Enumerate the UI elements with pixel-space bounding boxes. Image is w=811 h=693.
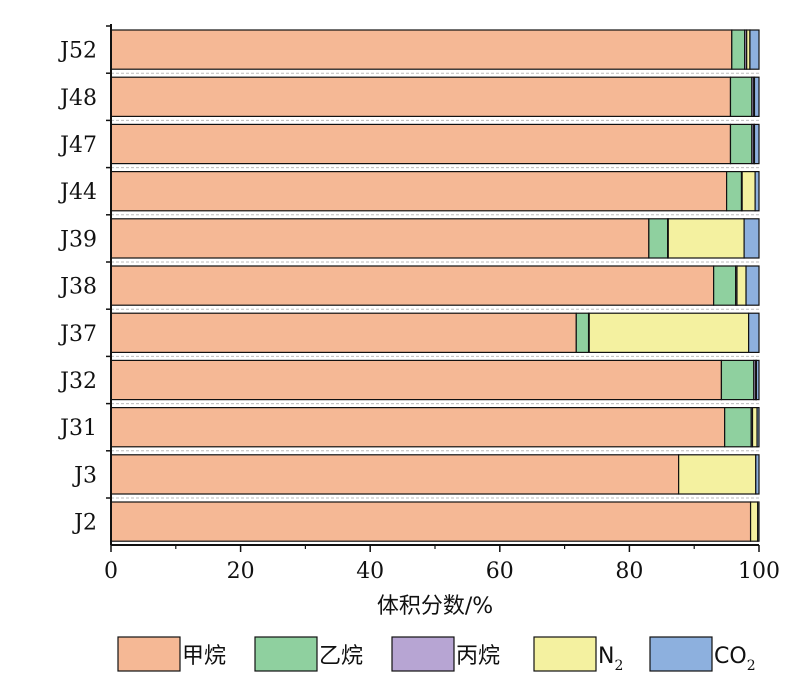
bar-segment-J39-s3 xyxy=(667,218,745,259)
y-tick-label: J39 xyxy=(58,227,97,252)
bar-segment-J47-s0 xyxy=(110,123,732,165)
bar-segment-J44-s4 xyxy=(754,171,760,212)
bar-segment-J47-s4 xyxy=(753,123,760,165)
bar-segment-J39-s4 xyxy=(743,218,760,259)
bar-segment-J39-s0 xyxy=(110,218,650,259)
x-tick-label: 0 xyxy=(104,559,118,584)
y-tick-label: J44 xyxy=(58,180,97,205)
x-tick-label: 40 xyxy=(356,559,384,584)
bar-segment-J31-s3 xyxy=(751,407,758,448)
bar-segment-J38-s3 xyxy=(736,265,747,306)
bar-segment-J2-s0 xyxy=(110,501,752,542)
bar-segment-J44-s1 xyxy=(725,171,743,212)
y-tick-label: J38 xyxy=(58,275,97,300)
y-axis: J52 J48 J47 J44 J39 J38 J37 J32 J31 J3 J2 xyxy=(58,24,112,545)
bar-segment-J52-s4 xyxy=(749,29,760,70)
x-tick-label: 60 xyxy=(486,559,514,584)
bar-segment-J44-s0 xyxy=(110,171,728,212)
legend-swatch-4 xyxy=(649,636,713,672)
legend-subscript: 2 xyxy=(614,658,623,674)
bar-segment-J39-s1 xyxy=(648,218,669,259)
y-tick-label: J3 xyxy=(72,463,97,488)
bar-segment-J32-s1 xyxy=(720,359,755,401)
legend: 甲烷 乙烷 丙烷 N2 CO2 xyxy=(117,636,756,674)
bar-segment-J37-s1 xyxy=(575,312,590,354)
legend-label-3: N2 xyxy=(598,644,623,674)
bar-segment-J37-s3 xyxy=(588,312,750,354)
bar-segment-J38-s0 xyxy=(110,265,715,306)
y-tick-label: J31 xyxy=(58,416,97,441)
bar-segment-J32-s4 xyxy=(755,359,760,401)
legend-label-2: 丙烷 xyxy=(456,644,500,669)
bar-segment-J48-s0 xyxy=(110,76,732,117)
x-tick-label: 100 xyxy=(738,559,780,584)
legend-swatch-3 xyxy=(533,636,597,672)
y-tick-label: J47 xyxy=(58,133,97,158)
x-axis-title: 体积分数/% xyxy=(377,594,493,619)
bar-segment-J52-s0 xyxy=(110,29,733,70)
legend-swatch-2 xyxy=(391,636,455,672)
row-separators xyxy=(111,72,759,499)
bar-segment-J38-s4 xyxy=(745,265,760,306)
bar-segment-J3-s4 xyxy=(755,454,760,495)
legend-label-1: 乙烷 xyxy=(319,644,363,669)
y-tick-label: J48 xyxy=(58,86,97,111)
legend-subscript: 2 xyxy=(747,658,756,674)
y-tick-label: J37 xyxy=(58,322,97,347)
bar-segment-J32-s0 xyxy=(110,359,723,401)
bar-segment-J48-s1 xyxy=(729,76,753,117)
bar-segment-J47-s1 xyxy=(729,123,753,165)
y-tick-label: J2 xyxy=(72,511,97,536)
bar-segment-J31-s1 xyxy=(724,407,752,448)
bar-segment-J31-s0 xyxy=(110,407,726,448)
x-tick-label: 20 xyxy=(227,559,255,584)
y-tick-label: J52 xyxy=(58,39,97,64)
bar-segment-J38-s1 xyxy=(713,265,737,306)
x-tick-label: 80 xyxy=(615,559,643,584)
bar-segment-J37-s4 xyxy=(748,312,760,354)
bar-segment-J37-s0 xyxy=(110,312,577,354)
x-axis: 0 20 40 60 80 100 xyxy=(104,544,780,584)
bar-segment-J3-s3 xyxy=(678,454,757,495)
y-tick-label: J32 xyxy=(58,369,97,394)
bar-segment-J2-s3 xyxy=(749,501,759,542)
bar-segment-J2-s4 xyxy=(757,501,760,542)
legend-label-4: CO2 xyxy=(714,644,756,674)
bar-segment-J3-s0 xyxy=(110,454,680,495)
bar-segment-J48-s4 xyxy=(753,76,760,117)
bar-segment-J52-s1 xyxy=(731,29,746,70)
legend-label-0: 甲烷 xyxy=(182,644,226,669)
legend-swatch-0 xyxy=(117,636,181,672)
legend-swatch-1 xyxy=(254,636,318,672)
bar-segments xyxy=(110,29,760,542)
bar-segment-J31-s4 xyxy=(756,407,760,448)
bar-segment-J44-s3 xyxy=(741,171,756,212)
